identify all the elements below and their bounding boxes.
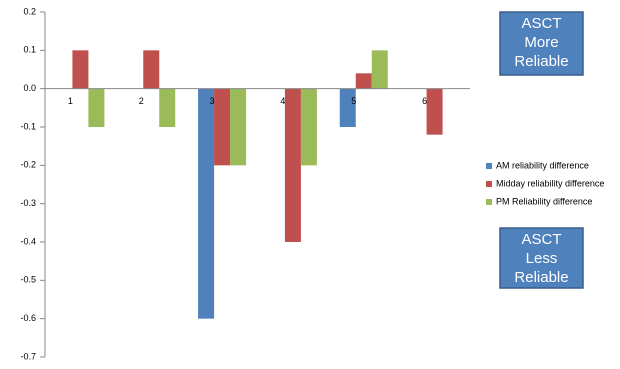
bar	[159, 88, 176, 127]
annotation-text: Reliable	[514, 269, 568, 286]
y-tick-label: 0.0	[23, 83, 36, 93]
y-tick-label: -0.5	[20, 275, 36, 285]
annotation-text: Reliable	[514, 53, 568, 70]
bar	[214, 88, 231, 166]
y-tick-label: 0.2	[23, 6, 36, 16]
x-tick-label: 2	[139, 96, 144, 106]
y-tick-label: -0.1	[20, 121, 36, 131]
y-tick-label: -0.4	[20, 236, 36, 246]
legend-swatch	[486, 199, 492, 205]
bar	[339, 88, 356, 127]
bar	[426, 88, 443, 135]
bar	[198, 88, 215, 319]
legend-swatch	[486, 181, 492, 187]
legend-swatch	[486, 163, 492, 169]
x-tick-label: 3	[210, 96, 215, 106]
bar	[300, 88, 317, 166]
annotation-text: Less	[526, 250, 558, 267]
bar	[230, 88, 247, 166]
annotation-text: ASCT	[521, 15, 561, 32]
x-tick-label: 1	[68, 96, 73, 106]
annotation-box	[499, 227, 584, 289]
bar	[355, 73, 372, 89]
annotation-box	[499, 11, 584, 76]
bar	[284, 88, 301, 243]
bar	[72, 50, 89, 89]
y-tick-label: -0.6	[20, 313, 36, 323]
x-tick-label: 4	[280, 96, 285, 106]
legend-label: PM Reliability difference	[496, 196, 592, 206]
legend-label: AM reliability difference	[496, 160, 589, 170]
bar	[88, 88, 105, 127]
y-tick-label: -0.2	[20, 160, 36, 170]
annotation-text: More	[524, 34, 558, 51]
bar	[143, 50, 160, 89]
y-tick-label: -0.3	[20, 198, 36, 208]
bar	[371, 50, 388, 89]
x-tick-label: 5	[351, 96, 356, 106]
annotation-text: ASCT	[521, 231, 561, 248]
y-tick-label: 0.1	[23, 45, 36, 55]
y-tick-label: -0.7	[20, 351, 36, 361]
legend-label: Midday reliability difference	[496, 178, 604, 188]
x-tick-label: 6	[422, 96, 427, 106]
